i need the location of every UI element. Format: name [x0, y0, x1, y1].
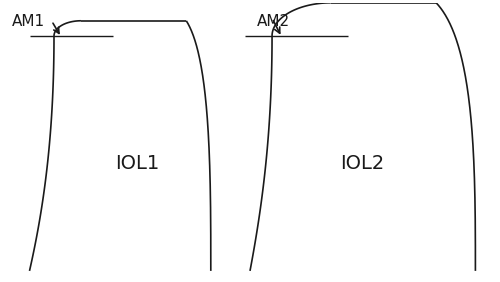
- Text: IOL2: IOL2: [340, 154, 385, 173]
- Text: AM1: AM1: [12, 14, 46, 29]
- Text: AM2: AM2: [258, 14, 290, 29]
- Text: IOL1: IOL1: [115, 154, 160, 173]
